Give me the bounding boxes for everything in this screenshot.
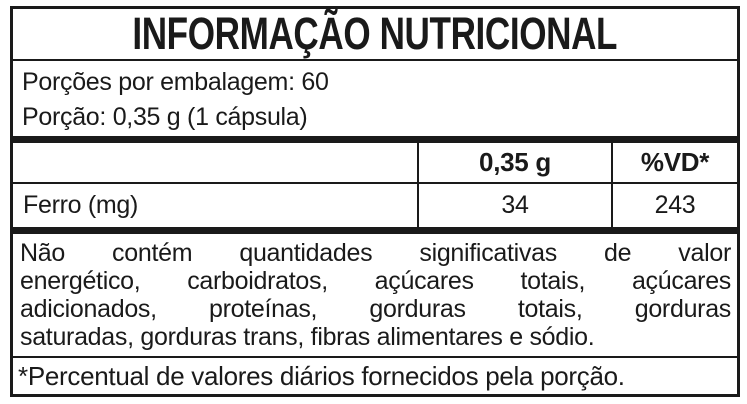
note-line: energético, carboidratos, açúcares totai… xyxy=(20,267,731,295)
servings-per-package: Porções por embalagem: 60 xyxy=(22,68,329,96)
column-header-nutrient xyxy=(13,143,417,184)
significance-note: Não contém quantidades significativas de… xyxy=(13,234,737,358)
nutrient-amount: 34 xyxy=(417,184,611,227)
nutrient-vd: 243 xyxy=(611,184,737,227)
title-row: INFORMAÇÃO NUTRICIONAL xyxy=(13,8,737,61)
nutrient-name: Ferro (mg) xyxy=(23,191,139,219)
label-title: INFORMAÇÃO NUTRICIONAL xyxy=(132,8,618,59)
column-header-vd: %VD* xyxy=(611,143,737,184)
note-line: saturadas, gorduras trans, fibras alimen… xyxy=(20,323,595,351)
servings-info: Porções por embalagem: 60 Porção: 0,35 g… xyxy=(13,61,737,143)
footnote: *Percentual de valores diários fornecido… xyxy=(18,360,625,391)
portion-size: Porção: 0,35 g (1 cápsula) xyxy=(22,103,308,131)
note-line: adicionados, proteínas, gorduras totais,… xyxy=(20,295,731,323)
note-line: Não contém quantidades significativas de… xyxy=(20,239,731,267)
footnote-row: *Percentual de valores diários fornecido… xyxy=(13,358,737,394)
nutrient-table: 0,35 g %VD* Ferro (mg) 34 243 xyxy=(13,143,737,234)
column-header-amount: 0,35 g xyxy=(417,143,611,184)
nutrition-label: INFORMAÇÃO NUTRICIONAL Porções por embal… xyxy=(10,6,740,397)
